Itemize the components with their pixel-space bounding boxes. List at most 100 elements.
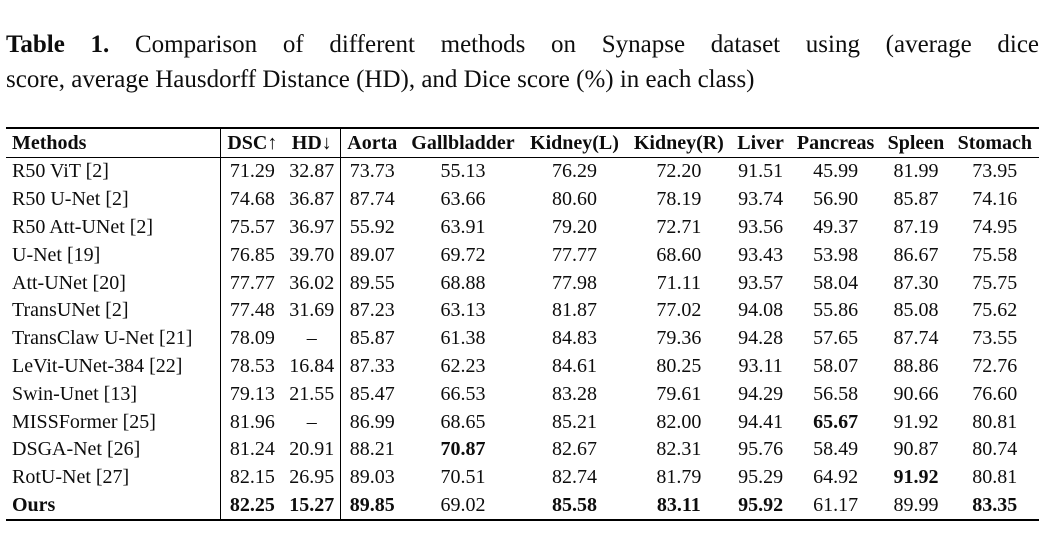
table-cell-pancreas: 57.65	[813, 327, 859, 350]
table-cell-spleen: 88.86	[893, 354, 939, 377]
table-cell-gallbladder: 55.13	[440, 160, 486, 183]
table-cell-stomach: 74.95	[972, 215, 1018, 238]
method-cell: TransUNet [2]	[6, 296, 222, 325]
table-cell-kidney-l: 76.29	[551, 160, 597, 183]
method-cell: Ours	[6, 491, 222, 521]
method-cell: DSGA-Net [26]	[6, 435, 222, 464]
table-cell-stomach: 75.62	[972, 299, 1018, 322]
table-cell-liver: 93.43	[738, 243, 784, 266]
table-head: Methods DSC↑ HD↓ Aorta Gallbladder Kidney(L) K…	[6, 128, 1039, 158]
table-row: R50 ViT [2] 71.29 32.87 73.73 55.13 76.29 72.2…	[6, 157, 1039, 186]
table-cell-spleen: 81.99	[893, 160, 939, 183]
table-cell-aorta: 85.87	[349, 327, 395, 350]
table-row: U-Net [19] 76.85 39.70 89.07 69.72 77.77 68.60…	[6, 241, 1039, 270]
column-header-stomach: Stomach	[950, 128, 1039, 158]
table-cell-aorta: 86.99	[349, 410, 395, 433]
table-cell-pancreas: 64.92	[813, 466, 859, 489]
table-cell-liver: 94.08	[738, 299, 784, 322]
table-cell-kidney-l: 79.20	[551, 215, 597, 238]
table-cell-aorta: 89.03	[349, 466, 395, 489]
method-cell: R50 Att-UNet [2]	[6, 213, 222, 242]
table-cell-dsc: 77.48	[229, 299, 275, 322]
column-header-spleen: Spleen	[881, 128, 951, 158]
table-cell-gallbladder: 69.72	[440, 243, 486, 266]
table-cell-stomach: 73.95	[972, 160, 1018, 183]
table-cell-gallbladder: 63.66	[440, 188, 486, 211]
table-cell-hd: 26.95	[283, 463, 342, 492]
table-cell-hd: 21.55	[283, 380, 342, 409]
table-cell-hd: –	[283, 408, 342, 436]
table-cell-stomach: 80.74	[972, 438, 1018, 461]
table-cell-spleen: 86.67	[893, 243, 939, 266]
method-cell: U-Net [19]	[6, 241, 222, 270]
table-cell-aorta: 87.23	[349, 299, 395, 322]
column-header-kidney-r: Kidney(R)	[626, 128, 732, 158]
table-cell-kidney-r: 81.79	[656, 466, 702, 489]
table-cell-spleen: 91.92	[893, 410, 939, 433]
column-header-hd: HD↓	[283, 128, 342, 158]
table-cell-liver: 93.56	[738, 215, 784, 238]
table-cell-stomach: 72.76	[972, 354, 1018, 377]
table-cell-dsc: 74.68	[229, 188, 275, 211]
method-cell: R50 U-Net [2]	[6, 185, 222, 214]
table-cell-pancreas: 56.58	[813, 382, 859, 405]
table-cell-aorta: 89.07	[349, 243, 395, 266]
column-header-gallbladder: Gallbladder	[403, 128, 523, 158]
table-cell-spleen: 87.30	[893, 271, 939, 294]
table-cell-hd: –	[283, 324, 342, 353]
table-body: R50 ViT [2] 71.29 32.87 73.73 55.13 76.29 72.2…	[6, 157, 1039, 521]
caption-line-1: Table 1. Comparison of different methods…	[6, 27, 1039, 62]
table-cell-kidney-r: 82.00	[656, 410, 702, 433]
table-cell-gallbladder: 70.87	[440, 438, 486, 461]
table-cell-kidney-l: 82.67	[551, 438, 597, 461]
table-cell-stomach: 73.55	[972, 327, 1018, 350]
table-cell-spleen: 85.08	[893, 299, 939, 322]
table-row: Att-UNet [20] 77.77 36.02 89.55 68.88 77.98 71…	[6, 269, 1039, 297]
table-cell-kidney-l: 85.21	[551, 410, 597, 433]
table-row: MISSFormer [25] 81.96–86.99 68.65 85.21 82.0…	[6, 408, 1039, 436]
table-cell-pancreas: 58.07	[813, 354, 859, 377]
table-cell-kidney-l: 77.98	[551, 271, 597, 294]
table-cell-pancreas: 58.49	[813, 438, 859, 461]
table-cell-gallbladder: 70.51	[440, 466, 486, 489]
table-cell-gallbladder: 66.53	[440, 382, 486, 405]
method-cell: RotU-Net [27]	[6, 463, 222, 492]
table-cell-gallbladder: 69.02	[440, 493, 486, 516]
column-header-dsc: DSC↑	[220, 128, 284, 158]
table-cell-kidney-l: 83.28	[551, 382, 597, 405]
table-row: Swin-Unet [13] 79.13 21.55 85.47 66.53 83.28 7…	[6, 380, 1039, 409]
table-cell-pancreas: 56.90	[813, 188, 859, 211]
table-row: LeVit-UNet-384 [22] 78.53 16.84 87.33 62.23 8…	[6, 352, 1039, 381]
table-cell-liver: 93.57	[738, 271, 784, 294]
table-cell-kidney-r: 78.19	[656, 188, 702, 211]
table-cell-aorta: 87.74	[349, 188, 395, 211]
table-cell-aorta: 87.33	[349, 354, 395, 377]
table-cell-aorta: 89.55	[349, 271, 395, 294]
table-cell-pancreas: 53.98	[813, 243, 859, 266]
table-cell-hd: 36.97	[283, 213, 342, 242]
table-cell-dsc: 81.24	[229, 438, 275, 461]
table-cell-pancreas: 49.37	[813, 215, 859, 238]
table-cell-spleen: 87.74	[893, 327, 939, 350]
table-cell-kidney-r: 72.71	[656, 215, 702, 238]
table-cell-pancreas: 55.86	[813, 299, 859, 322]
table-cell-hd: 36.87	[283, 185, 342, 214]
table-cell-kidney-r: 77.02	[656, 299, 702, 322]
table-cell-hd: 20.91	[283, 435, 342, 464]
column-header-aorta: Aorta	[340, 128, 404, 158]
table-row: RotU-Net [27] 82.15 26.95 89.03 70.51 82.74 81…	[6, 463, 1039, 492]
table-cell-aorta: 88.21	[349, 438, 395, 461]
table-cell-pancreas: 61.17	[813, 493, 859, 516]
table-cell-dsc: 82.25	[229, 493, 275, 516]
table-cell-kidney-r: 82.31	[656, 438, 702, 461]
table-cell-hd: 36.02	[283, 269, 342, 297]
table-cell-spleen: 85.87	[893, 188, 939, 211]
table-cell-hd: 39.70	[283, 241, 342, 270]
caption-text-line1: Comparison of different methods on Synap…	[134, 31, 1040, 58]
table-cell-gallbladder: 68.65	[440, 410, 486, 433]
table-cell-dsc: 71.29	[229, 160, 275, 183]
column-header-liver: Liver	[731, 128, 790, 158]
table-cell-liver: 94.28	[738, 327, 784, 350]
caption-text-line2: score, average Hausdorff Distance (HD), …	[6, 66, 755, 93]
